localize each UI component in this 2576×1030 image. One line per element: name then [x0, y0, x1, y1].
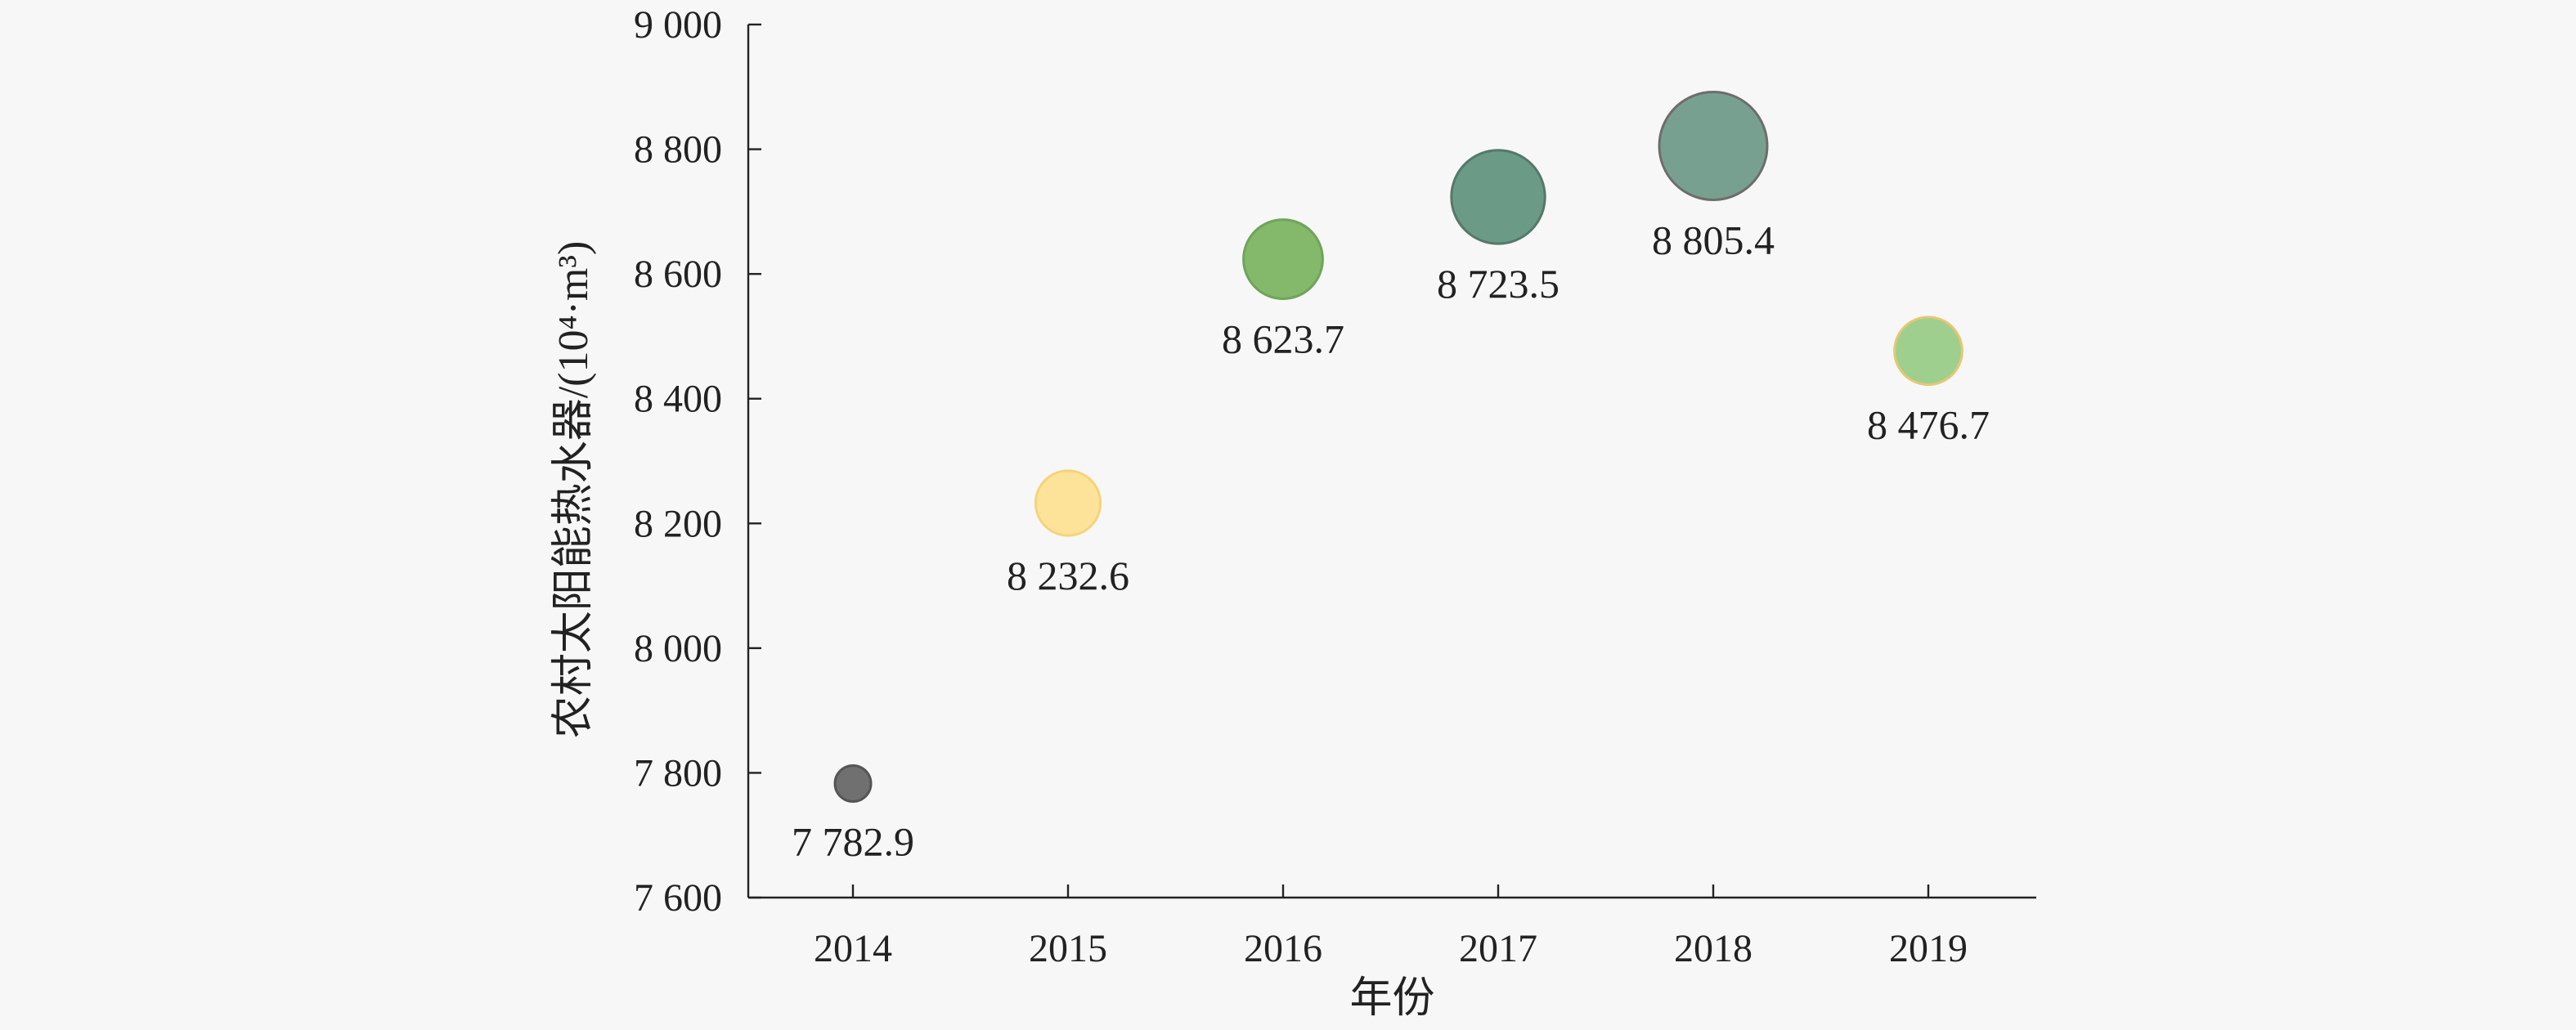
axes	[747, 25, 2036, 899]
x-tick-label: 2014	[814, 927, 892, 970]
bubble-point	[1658, 90, 1769, 201]
x-tick-label: 2017	[1459, 927, 1537, 970]
x-ticks: 2014 2015 2016 2017 2018 2019	[814, 884, 1968, 970]
bubble-point	[1450, 149, 1546, 245]
y-tick-label: 9 000	[634, 3, 722, 47]
y-ticks: 7 600 7 800 8 000 8 200 8 400 8 600 8 800 9 000	[634, 3, 761, 920]
y-tick-label: 8 000	[634, 627, 722, 670]
bubble-point	[833, 764, 873, 803]
y-tick-label: 7 800	[634, 751, 722, 795]
y-axis-title: 农村太阳能热水器/(10⁴·m³)	[550, 241, 597, 739]
x-tick-label: 2018	[1674, 927, 1752, 970]
data-label: 8 232.6	[1007, 553, 1129, 598]
bubble-point	[1893, 316, 1963, 387]
data-label: 8 805.4	[1652, 217, 1775, 262]
bubble-point	[1034, 469, 1102, 537]
y-tick-label: 8 400	[634, 378, 722, 421]
bubbles	[833, 90, 1963, 803]
x-tick-label: 2016	[1244, 927, 1322, 970]
y-tick-label: 8 200	[634, 502, 722, 545]
y-tick-label: 7 600	[634, 876, 722, 920]
data-label: 8 476.7	[1867, 402, 1990, 448]
data-label: 8 623.7	[1222, 316, 1344, 361]
y-tick-label: 8 800	[634, 128, 722, 172]
y-tick-label: 8 600	[634, 253, 722, 296]
x-axis-title: 年份	[1349, 975, 1434, 1022]
bubble-point	[1242, 218, 1324, 300]
data-labels: 7 782.9 8 232.6 8 623.7 8 723.5 8 805.4 8 476…	[792, 217, 1990, 864]
x-tick-label: 2019	[1889, 927, 1968, 970]
x-tick-label: 2015	[1029, 927, 1107, 970]
data-label: 8 723.5	[1437, 261, 1560, 307]
data-label: 7 782.9	[792, 818, 914, 864]
